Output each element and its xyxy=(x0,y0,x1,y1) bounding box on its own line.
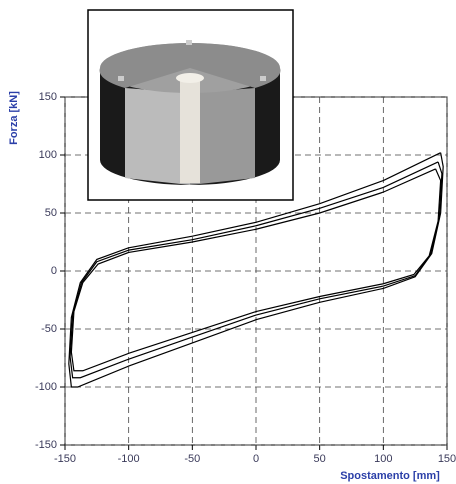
y-tick-label: 0 xyxy=(51,265,57,277)
x-tick-label: 100 xyxy=(374,453,392,465)
y-tick-label: 50 xyxy=(45,207,57,219)
x-tick-label: 150 xyxy=(438,453,456,465)
x-tick-label: -50 xyxy=(184,453,200,465)
y-tick-label: 100 xyxy=(39,149,57,161)
y-tick-label: -150 xyxy=(35,439,57,451)
y-tick-label: -100 xyxy=(35,381,57,393)
x-tick-label: -100 xyxy=(118,453,140,465)
y-tick-label: 150 xyxy=(39,91,57,103)
x-axis-title: Spostamento [mm] xyxy=(340,470,440,482)
chart: Forza [kN] Spostamento [mm] -150 -100 -50 0… xyxy=(0,0,456,484)
x-tick-label: -150 xyxy=(54,453,76,465)
bearing-image xyxy=(88,10,293,200)
y-axis-title: Forza [kN] xyxy=(8,91,20,145)
x-tick-label: 50 xyxy=(314,453,326,465)
y-tick-label: -50 xyxy=(41,323,57,335)
x-tick-label: 0 xyxy=(253,453,259,465)
